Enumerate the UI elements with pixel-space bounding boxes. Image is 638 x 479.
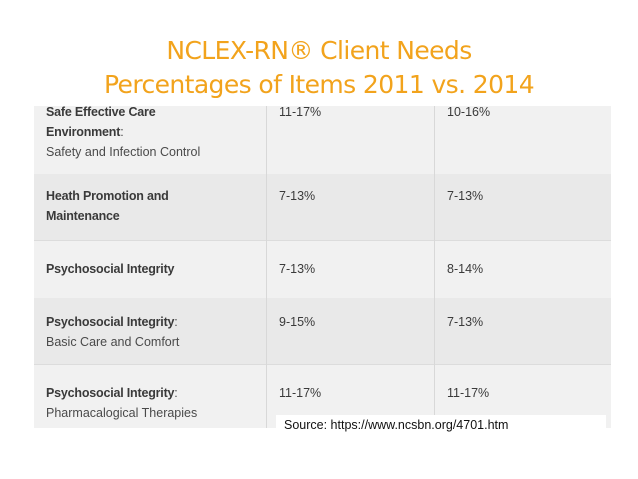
- table-row: Psychosocial Integrity: Pharmacalogical …: [34, 364, 611, 428]
- source-citation: Source: https://www.ncsbn.org/4701.htm: [276, 415, 606, 435]
- category-cell: Psychosocial Integrity: [34, 240, 267, 298]
- title-line-2: Percentages of Items 2011 vs. 2014: [103, 70, 535, 99]
- value-2011: 11-17%: [279, 386, 322, 400]
- table-row: Heath Promotion and Maintenance 7-13% 7-…: [34, 174, 611, 241]
- value-2011: 7-13%: [279, 262, 316, 276]
- value-2014: 8-14%: [447, 262, 484, 276]
- value-2014-cell: 7-13%: [435, 174, 611, 240]
- value-2011-cell: 11-17%: [267, 106, 435, 174]
- value-2014: 7-13%: [447, 189, 484, 203]
- category-name: Heath Promotion and: [46, 189, 169, 203]
- category-cell: Psychosocial Integrity: Pharmacalogical …: [34, 364, 267, 428]
- client-needs-table: Safe Effective Care Environment: Safety …: [34, 106, 611, 428]
- subcategory-name: Pharmacalogical Therapies: [46, 406, 198, 420]
- category-suffix: :: [174, 386, 178, 400]
- value-2011-cell: 7-13%: [267, 174, 435, 240]
- value-2014-cell: 10-16%: [435, 106, 611, 174]
- category-name: Safe Effective Care: [46, 106, 156, 119]
- value-2011: 11-17%: [279, 106, 322, 119]
- category-suffix: :: [120, 125, 124, 139]
- table-row: Psychosocial Integrity: Basic Care and C…: [34, 298, 611, 365]
- category-name: Psychosocial Integrity: [46, 386, 175, 400]
- category-cell: Heath Promotion and Maintenance: [34, 174, 267, 240]
- table-row: Safe Effective Care Environment: Safety …: [34, 106, 611, 175]
- slide-title: NCLEX-RN® Client Needs Percentages of It…: [0, 34, 638, 102]
- category-cell: Safe Effective Care Environment: Safety …: [34, 106, 267, 174]
- category-name-line2: Maintenance: [46, 209, 120, 223]
- subcategory-name: Basic Care and Comfort: [46, 335, 180, 349]
- value-2014: 10-16%: [447, 106, 491, 119]
- value-2014: 11-17%: [447, 386, 490, 400]
- value-2011: 7-13%: [279, 189, 316, 203]
- category-name: Psychosocial Integrity: [46, 315, 175, 329]
- category-name-line2: Environment: [46, 125, 121, 139]
- value-2011-cell: 11-17%: [267, 364, 435, 428]
- category-suffix: :: [174, 315, 178, 329]
- value-2011-cell: 7-13%: [267, 240, 435, 298]
- category-cell: Psychosocial Integrity: Basic Care and C…: [34, 298, 267, 364]
- value-2011-cell: 9-15%: [267, 298, 435, 364]
- value-2014: 7-13%: [447, 315, 484, 329]
- title-line-1: NCLEX-RN® Client Needs: [166, 36, 472, 65]
- subcategory-name: Safety and Infection Control: [46, 145, 201, 159]
- category-name: Psychosocial Integrity: [46, 262, 175, 276]
- value-2014-cell: 11-17%: [435, 364, 611, 428]
- value-2014-cell: 8-14%: [435, 240, 611, 298]
- value-2014-cell: 7-13%: [435, 298, 611, 364]
- value-2011: 9-15%: [279, 315, 316, 329]
- table-row: Psychosocial Integrity 7-13% 8-14%: [34, 240, 611, 299]
